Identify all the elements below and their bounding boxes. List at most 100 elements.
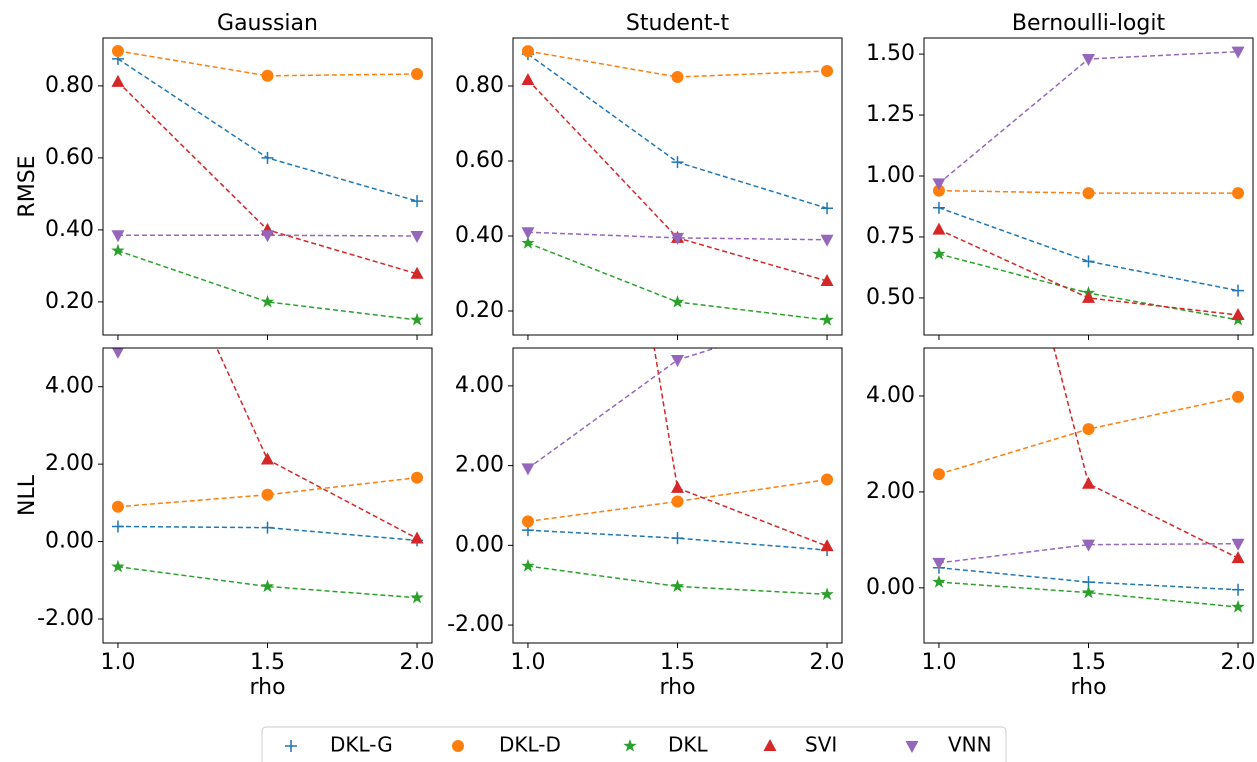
y-tick-label: -2.00	[37, 606, 94, 631]
marker	[111, 500, 124, 513]
marker	[1232, 284, 1245, 297]
series-line: VNN	[938, 50, 1239, 184]
y-tick-label: 1.25	[866, 102, 915, 127]
y-tick-label: 0.00	[866, 575, 915, 600]
y-tick-label: 2.00	[455, 453, 504, 478]
series-line: DKL-G	[527, 529, 828, 551]
x-axis-label: rho	[1070, 675, 1106, 700]
x-tick-label: 1.0	[100, 650, 135, 675]
marker	[261, 452, 274, 465]
y-tick-label: 4.00	[866, 383, 915, 408]
x-tick-label: 2.0	[810, 650, 845, 675]
marker	[411, 195, 424, 208]
marker	[932, 222, 946, 235]
marker	[111, 243, 125, 257]
x-tick-label: 2.0	[400, 650, 435, 675]
marker	[1231, 551, 1245, 564]
marker	[821, 202, 834, 215]
y-tick-label: 0.20	[455, 298, 504, 323]
series-line: SVI	[1053, 348, 1239, 559]
y-tick-label: 0.20	[45, 289, 94, 314]
y-axis-label: RMSE	[15, 155, 40, 217]
series-line: DKL	[527, 565, 828, 596]
marker	[452, 740, 464, 752]
marker	[820, 313, 834, 326]
marker	[260, 294, 275, 308]
series-line: DKL-G	[938, 207, 1239, 292]
legend-label: VNN	[948, 733, 992, 757]
marker	[905, 741, 919, 753]
series-line: DKL	[117, 565, 418, 599]
x-tick-label: 1.0	[921, 650, 956, 675]
y-axis-label: NLL	[15, 474, 40, 516]
marker	[820, 539, 834, 552]
marker	[1232, 583, 1245, 596]
marker	[1082, 423, 1095, 436]
x-axis-label: rho	[659, 675, 695, 700]
marker	[1082, 539, 1095, 552]
x-tick-label: 1.5	[1071, 650, 1106, 675]
axes-frame	[512, 37, 843, 336]
marker	[521, 515, 534, 528]
marker	[521, 463, 535, 476]
y-tick-label: 0.50	[866, 285, 915, 310]
y-tick-label: 0.40	[455, 223, 504, 248]
marker	[1082, 53, 1095, 66]
series-line: DKL	[938, 581, 1239, 608]
marker	[820, 234, 834, 247]
marker	[261, 488, 274, 501]
marker	[932, 178, 946, 191]
marker	[1082, 476, 1095, 489]
marker	[112, 348, 124, 359]
marker	[410, 312, 424, 326]
y-tick-label: 0.00	[45, 529, 94, 554]
series-line: DKL-D	[938, 189, 1239, 194]
legend-label: DKL-D	[499, 733, 561, 757]
marker	[1082, 187, 1095, 200]
marker	[261, 69, 274, 82]
series-line: VNN	[117, 234, 418, 237]
marker	[521, 236, 535, 249]
marker	[671, 232, 684, 245]
marker	[285, 740, 297, 752]
series-line: DKL-G	[938, 566, 1239, 591]
marker	[111, 124, 124, 136]
x-tick-label: 1.5	[660, 650, 695, 675]
marker	[671, 532, 684, 545]
series-line: SVI	[117, 81, 418, 275]
marker	[932, 557, 946, 570]
marker	[111, 559, 125, 573]
marker	[763, 739, 777, 751]
y-tick-label: 1.50	[866, 41, 915, 66]
marker	[932, 575, 946, 588]
series-line: DKL-D	[938, 396, 1239, 475]
marker	[821, 65, 834, 77]
y-tick-label: 0.60	[45, 145, 94, 170]
marker	[261, 230, 274, 243]
y-tick-label: 0.60	[455, 148, 504, 173]
y-tick-label: 0.80	[45, 73, 94, 98]
series-line: DKL-D	[117, 50, 418, 77]
marker	[623, 739, 637, 752]
series-line: DKL-D	[117, 476, 418, 508]
legend-label: SVI	[805, 733, 837, 757]
y-tick-label: 0.75	[866, 224, 915, 249]
axes-frame	[102, 347, 433, 644]
axes-frame	[923, 37, 1254, 336]
marker	[932, 201, 945, 214]
y-tick-label: 4.00	[455, 373, 504, 398]
marker	[1231, 308, 1245, 321]
marker	[111, 230, 125, 243]
series-line: DKL-D	[527, 50, 828, 78]
marker	[410, 266, 424, 279]
y-tick-label: 2.00	[866, 479, 915, 504]
series-line: DKL	[527, 242, 828, 321]
series-line: VNN	[527, 231, 828, 241]
marker	[521, 73, 535, 85]
